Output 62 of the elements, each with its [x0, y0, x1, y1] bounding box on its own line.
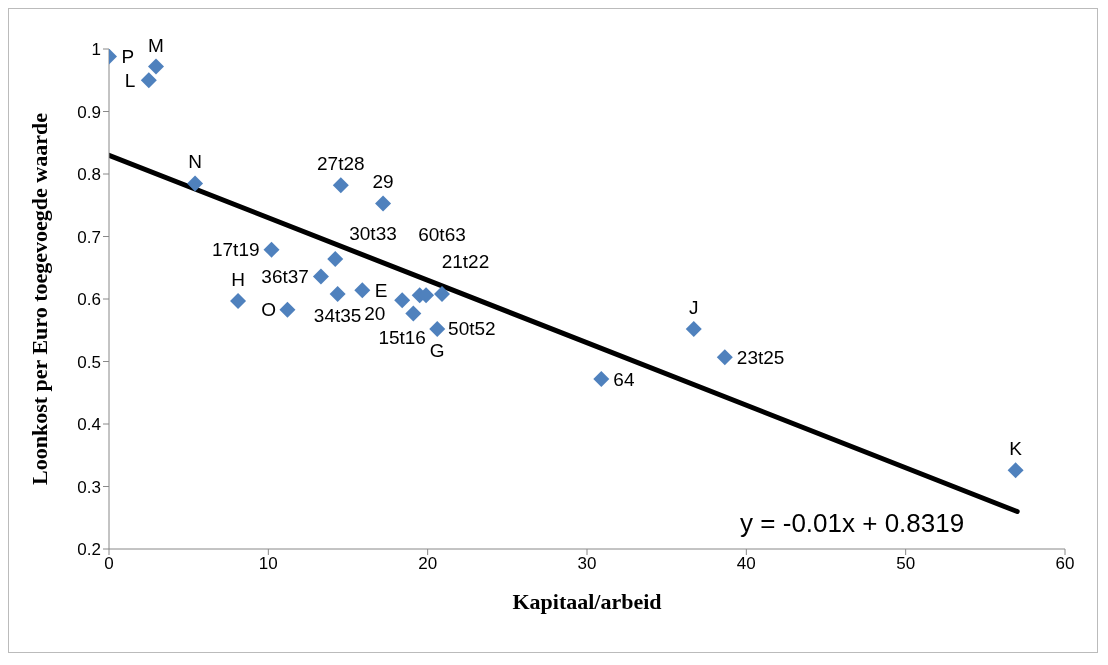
point: [354, 282, 371, 299]
y-tick-label: 0.2: [77, 540, 101, 560]
point: [329, 286, 346, 302]
x-tick-label: 0: [104, 554, 114, 574]
x-tick-label: 40: [736, 554, 756, 574]
y-axis-title: Loonkost per Euro toegevoegde waarde: [26, 112, 52, 485]
point: [279, 301, 296, 318]
annotation: M: [148, 34, 164, 56]
point: [593, 371, 610, 387]
annotation: 15t16: [378, 327, 426, 349]
x-tick-label: 60: [1055, 554, 1075, 574]
point: [375, 195, 392, 212]
x-tick-label: 50: [896, 554, 916, 574]
annotation: y = -0.01x + 0.8319: [740, 508, 965, 538]
annotation: 23t25: [736, 346, 785, 368]
annotation: J: [689, 297, 699, 318]
point: [716, 349, 733, 366]
point: [685, 321, 702, 337]
annotation: 20: [364, 302, 386, 324]
x-tick-label: 30: [577, 554, 597, 574]
point: [405, 305, 422, 322]
point: [312, 268, 329, 285]
point: [394, 292, 411, 309]
annotation: O: [261, 299, 276, 321]
point: [187, 175, 204, 192]
annotation: 64: [613, 368, 635, 390]
annotation: 60t63: [418, 224, 466, 245]
point: [434, 286, 451, 302]
point: [148, 58, 164, 75]
annotation: G: [429, 340, 445, 361]
y-tick-label: 0.5: [77, 352, 101, 372]
annotation: 30t33: [349, 223, 397, 244]
y-tick-label: 1: [91, 40, 101, 60]
annotation: 34t35: [313, 305, 362, 326]
annotation: H: [231, 268, 245, 290]
x-axis-title: Kapitaal/arbeid: [512, 589, 662, 614]
point: [327, 251, 344, 267]
y-tick-label: 0.8: [77, 165, 101, 185]
annotation: 36t37: [261, 266, 309, 287]
annotation: 29: [372, 171, 394, 193]
y-tick-label: 0.3: [77, 477, 101, 497]
annotation: L: [124, 69, 136, 91]
annotation: N: [188, 151, 202, 173]
y-tick-label: 0.4: [77, 415, 101, 435]
annotation: P: [121, 46, 135, 67]
y-tick-label: 0.6: [77, 290, 101, 310]
annotation: K: [1009, 438, 1023, 460]
annotation: 27t28: [317, 153, 365, 175]
point: [140, 72, 157, 89]
annotation: 21t22: [441, 251, 490, 273]
annotation: 17t19: [211, 239, 260, 261]
x-tick-label: 10: [258, 554, 278, 574]
x-tick-label: 20: [418, 554, 438, 574]
point: [230, 292, 247, 309]
y-tick-label: 0.7: [77, 227, 101, 247]
y-tick-label: 0.9: [77, 102, 101, 122]
annotation: E: [374, 279, 388, 301]
point: [1007, 462, 1024, 479]
point: [263, 241, 280, 258]
annotation: 50t52: [448, 318, 496, 340]
point: [429, 321, 446, 337]
point: [332, 177, 349, 194]
